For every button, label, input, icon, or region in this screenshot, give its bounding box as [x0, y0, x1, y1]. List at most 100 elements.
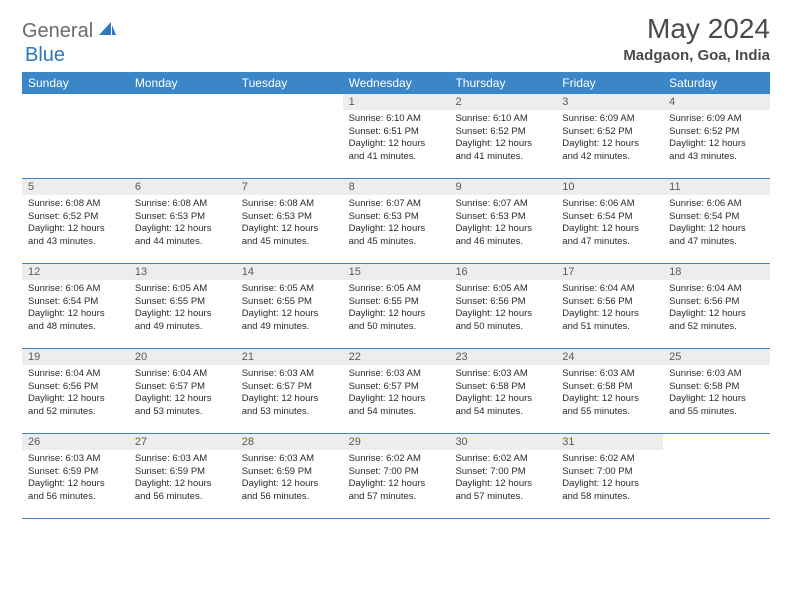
- day-cell: ..: [663, 434, 770, 518]
- sunrise-line: Sunrise: 6:07 AM: [455, 198, 550, 211]
- day-cell: 2Sunrise: 6:10 AMSunset: 6:52 PMDaylight…: [449, 94, 556, 178]
- sunrise-line: Sunrise: 6:07 AM: [349, 198, 444, 211]
- day-number: 13: [129, 264, 236, 280]
- daylight-line: Daylight: 12 hours and 52 minutes.: [28, 393, 123, 419]
- sunrise-line: Sunrise: 6:03 AM: [135, 453, 230, 466]
- day-number: 30: [449, 434, 556, 450]
- sunset-line: Sunset: 6:53 PM: [349, 211, 444, 224]
- daylight-line: Daylight: 12 hours and 50 minutes.: [349, 308, 444, 334]
- sunset-line: Sunset: 6:53 PM: [455, 211, 550, 224]
- day-number: 3: [556, 94, 663, 110]
- sunrise-line: Sunrise: 6:08 AM: [28, 198, 123, 211]
- sunrise-line: Sunrise: 6:09 AM: [562, 113, 657, 126]
- daylight-line: Daylight: 12 hours and 41 minutes.: [455, 138, 550, 164]
- sunset-line: Sunset: 6:56 PM: [562, 296, 657, 309]
- day-cell: 11Sunrise: 6:06 AMSunset: 6:54 PMDayligh…: [663, 179, 770, 263]
- day-cell: 9Sunrise: 6:07 AMSunset: 6:53 PMDaylight…: [449, 179, 556, 263]
- sunrise-line: Sunrise: 6:04 AM: [669, 283, 764, 296]
- sunset-line: Sunset: 6:57 PM: [135, 381, 230, 394]
- sunset-line: Sunset: 6:58 PM: [562, 381, 657, 394]
- sunset-line: Sunset: 7:00 PM: [562, 466, 657, 479]
- day-cell: 27Sunrise: 6:03 AMSunset: 6:59 PMDayligh…: [129, 434, 236, 518]
- day-cell: 7Sunrise: 6:08 AMSunset: 6:53 PMDaylight…: [236, 179, 343, 263]
- day-number: 9: [449, 179, 556, 195]
- sunset-line: Sunset: 6:55 PM: [349, 296, 444, 309]
- day-details: Sunrise: 6:09 AMSunset: 6:52 PMDaylight:…: [556, 110, 663, 168]
- day-number: 5: [22, 179, 129, 195]
- day-details: Sunrise: 6:10 AMSunset: 6:51 PMDaylight:…: [343, 110, 450, 168]
- day-details: Sunrise: 6:03 AMSunset: 6:57 PMDaylight:…: [236, 365, 343, 423]
- day-number: 8: [343, 179, 450, 195]
- sunrise-line: Sunrise: 6:03 AM: [455, 368, 550, 381]
- sunrise-line: Sunrise: 6:09 AM: [669, 113, 764, 126]
- day-cell: 16Sunrise: 6:05 AMSunset: 6:56 PMDayligh…: [449, 264, 556, 348]
- sunrise-line: Sunrise: 6:04 AM: [562, 283, 657, 296]
- day-details: Sunrise: 6:10 AMSunset: 6:52 PMDaylight:…: [449, 110, 556, 168]
- daylight-line: Daylight: 12 hours and 53 minutes.: [242, 393, 337, 419]
- daylight-line: Daylight: 12 hours and 57 minutes.: [349, 478, 444, 504]
- daylight-line: Daylight: 12 hours and 56 minutes.: [28, 478, 123, 504]
- daylight-line: Daylight: 12 hours and 43 minutes.: [28, 223, 123, 249]
- daylight-line: Daylight: 12 hours and 43 minutes.: [669, 138, 764, 164]
- day-number: 12: [22, 264, 129, 280]
- daylight-line: Daylight: 12 hours and 47 minutes.: [669, 223, 764, 249]
- day-number: 14: [236, 264, 343, 280]
- day-cell: 4Sunrise: 6:09 AMSunset: 6:52 PMDaylight…: [663, 94, 770, 178]
- day-cell: 23Sunrise: 6:03 AMSunset: 6:58 PMDayligh…: [449, 349, 556, 433]
- day-details: Sunrise: 6:05 AMSunset: 6:56 PMDaylight:…: [449, 280, 556, 338]
- day-number: 23: [449, 349, 556, 365]
- day-cell: 6 Sunrise: 6:08 AMSunset: 6:53 PMDaylight…: [129, 179, 236, 263]
- daylight-line: Daylight: 12 hours and 49 minutes.: [135, 308, 230, 334]
- daylight-line: Daylight: 12 hours and 54 minutes.: [349, 393, 444, 419]
- daylight-line: Daylight: 12 hours and 53 minutes.: [135, 393, 230, 419]
- day-details: Sunrise: 6:03 AMSunset: 6:59 PMDaylight:…: [129, 450, 236, 508]
- daylight-line: Daylight: 12 hours and 47 minutes.: [562, 223, 657, 249]
- sunrise-line: Sunrise: 6:03 AM: [562, 368, 657, 381]
- day-details: Sunrise: 6:06 AMSunset: 6:54 PMDaylight:…: [663, 195, 770, 253]
- day-cell: 20 Sunrise: 6:04 AMSunset: 6:57 PMDayligh…: [129, 349, 236, 433]
- sunrise-line: Sunrise: 6:05 AM: [135, 283, 230, 296]
- sunset-line: Sunset: 6:54 PM: [669, 211, 764, 224]
- daylight-line: Daylight: 12 hours and 55 minutes.: [669, 393, 764, 419]
- sunset-line: Sunset: 6:51 PM: [349, 126, 444, 139]
- sunset-line: Sunset: 6:57 PM: [242, 381, 337, 394]
- sunrise-line: Sunrise: 6:08 AM: [135, 198, 230, 211]
- day-details: Sunrise: 6:02 AMSunset: 7:00 PMDaylight:…: [449, 450, 556, 508]
- daylight-line: Daylight: 12 hours and 44 minutes.: [135, 223, 230, 249]
- sunset-line: Sunset: 6:57 PM: [349, 381, 444, 394]
- sunset-line: Sunset: 6:53 PM: [242, 211, 337, 224]
- day-number: 20: [129, 349, 236, 365]
- day-number: 25: [663, 349, 770, 365]
- daylight-line: Daylight: 12 hours and 58 minutes.: [562, 478, 657, 504]
- sunrise-line: Sunrise: 6:03 AM: [242, 368, 337, 381]
- day-cell: ..: [22, 94, 129, 178]
- day-number: 16: [449, 264, 556, 280]
- day-details: Sunrise: 6:08 AMSunset: 6:53 PMDaylight:…: [236, 195, 343, 253]
- day-number: 15: [343, 264, 450, 280]
- sunset-line: Sunset: 7:00 PM: [455, 466, 550, 479]
- day-details: Sunrise: 6:08 AMSunset: 6:52 PMDaylight:…: [22, 195, 129, 253]
- day-details: Sunrise: 6:03 AMSunset: 6:58 PMDaylight:…: [556, 365, 663, 423]
- day-cell: 3Sunrise: 6:09 AMSunset: 6:52 PMDaylight…: [556, 94, 663, 178]
- day-number: 6: [129, 179, 236, 195]
- sunrise-line: Sunrise: 6:04 AM: [135, 368, 230, 381]
- day-details: Sunrise: 6:04 AMSunset: 6:56 PMDaylight:…: [556, 280, 663, 338]
- sunset-line: Sunset: 6:52 PM: [669, 126, 764, 139]
- day-header-row: Sunday Monday Tuesday Wednesday Thursday…: [22, 72, 770, 94]
- day-cell: 18Sunrise: 6:04 AMSunset: 6:56 PMDayligh…: [663, 264, 770, 348]
- brand-logo: General: [22, 14, 119, 43]
- day-header-tuesday: Tuesday: [236, 72, 343, 94]
- sunrise-line: Sunrise: 6:06 AM: [28, 283, 123, 296]
- location-text: Madgaon, Goa, India: [623, 47, 770, 64]
- day-cell: 17Sunrise: 6:04 AMSunset: 6:56 PMDayligh…: [556, 264, 663, 348]
- daylight-line: Daylight: 12 hours and 55 minutes.: [562, 393, 657, 419]
- sunset-line: Sunset: 6:56 PM: [28, 381, 123, 394]
- sunrise-line: Sunrise: 6:10 AM: [349, 113, 444, 126]
- sunset-line: Sunset: 6:53 PM: [135, 211, 230, 224]
- sunset-line: Sunset: 6:52 PM: [28, 211, 123, 224]
- sunset-line: Sunset: 6:52 PM: [562, 126, 657, 139]
- calendar-grid: Sunday Monday Tuesday Wednesday Thursday…: [22, 72, 770, 519]
- week-row: 5Sunrise: 6:08 AMSunset: 6:52 PMDaylight…: [22, 179, 770, 264]
- logo-text-general: General: [22, 20, 93, 43]
- day-number: 21: [236, 349, 343, 365]
